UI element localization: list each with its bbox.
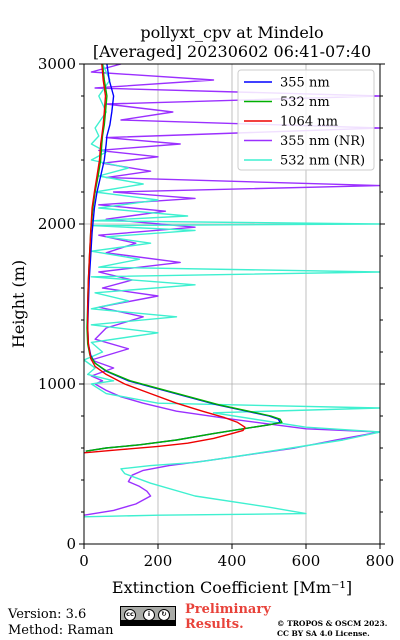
legend-label: 1064 nm	[280, 115, 338, 130]
y-tick-label: 1000	[38, 375, 76, 393]
y-axis-label: Height (m)	[9, 260, 28, 348]
legend: 355 nm 532 nm 1064 nm 355 nm (NR) 532 nm (NR…	[237, 69, 375, 171]
x-axis-label: Extinction Coefficient [Mm⁻¹]	[112, 578, 352, 597]
series-group	[84, 64, 380, 518]
y-tick-label: 2000	[38, 215, 76, 233]
preliminary-line2: Results.	[185, 617, 244, 632]
copyright-notice: © TROPOS & OSCM 2023. CC BY SA 4.0 Licen…	[277, 619, 387, 638]
x-tick-label: 600	[292, 552, 321, 570]
x-tick-label: 400	[218, 552, 247, 570]
chart-title-line1: pollyxt_cpv at Mindelo	[140, 23, 323, 42]
legend-box	[237, 69, 375, 171]
axis-ticks: 0 200 400 600 800 0 1000 2000 3000	[38, 55, 395, 570]
x-tick-label: 800	[366, 552, 395, 570]
copyright-line1: © TROPOS & OSCM 2023.	[277, 619, 388, 628]
cc-license-badge: cc i ↻	[120, 606, 176, 626]
legend-label: 532 nm	[280, 95, 330, 110]
preliminary-notice: Preliminary Results.	[185, 602, 271, 632]
series-line-4	[84, 64, 380, 518]
version-text: Version: 3.6	[8, 607, 87, 622]
x-tick-label: 200	[144, 552, 173, 570]
y-tick-label: 0	[66, 535, 76, 553]
legend-label: 532 nm (NR)	[280, 154, 365, 169]
preliminary-line1: Preliminary	[185, 602, 271, 617]
cc-badge-strip	[121, 620, 175, 625]
method-text: Method: Raman	[8, 623, 114, 638]
series-line-2	[84, 64, 246, 454]
legend-label: 355 nm	[280, 76, 330, 91]
x-tick-label: 0	[79, 552, 89, 570]
y-tick-label: 3000	[38, 55, 76, 73]
legend-label: 355 nm (NR)	[280, 134, 365, 149]
chart-title-line2: [Averaged] 20230602 06:41-07:40	[93, 42, 371, 61]
copyright-line2: CC BY SA 4.0 License.	[277, 628, 370, 638]
